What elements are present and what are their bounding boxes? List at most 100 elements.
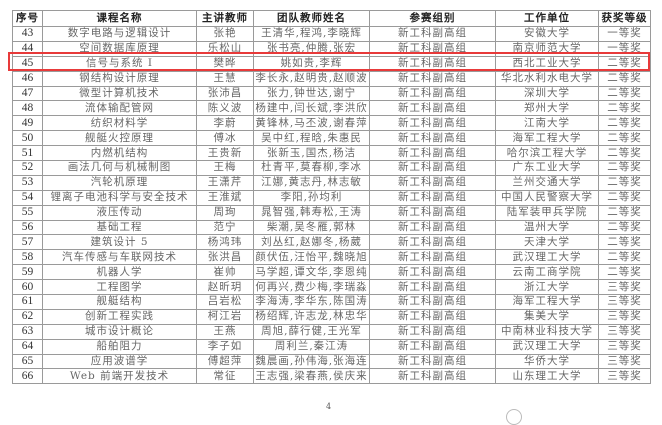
cell-group: 新工科副高组 — [369, 115, 496, 132]
cell-award: 二等奖 — [598, 160, 651, 176]
cell-lecturer: 李子如 — [196, 338, 254, 355]
cell-unit: 郑州大学 — [495, 100, 599, 117]
cell-no: 59 — [12, 264, 43, 281]
cell-team: 颜伏伍,汪怡平,魏晓旭 — [253, 249, 370, 266]
table-row: 54 锂离子电池科学与安全技术 王淮斌 李阳,孙均利 新工科副高组 中国人民警察大学 二等奖 — [12, 189, 651, 206]
cell-award: 三等奖 — [598, 294, 651, 310]
cell-lecturer: 张艳 — [196, 26, 254, 42]
cell-lecturer: 王贵新 — [196, 145, 254, 162]
cell-lecturer: 王淮斌 — [196, 189, 254, 206]
cell-team: 张新玉,国杰,杨洁 — [253, 145, 370, 162]
cell-no: 52 — [12, 160, 43, 176]
cell-team: 吴中红,程晗,朱惠民 — [253, 130, 370, 147]
cell-team: 晁智强,韩寿松,王涛 — [253, 204, 370, 221]
cell-award: 二等奖 — [598, 219, 651, 236]
cell-group: 新工科副高组 — [369, 279, 496, 296]
cell-course: 建筑设计 5 — [42, 234, 197, 251]
cell-unit: 兰州交通大学 — [495, 174, 599, 191]
cell-award: 二等奖 — [598, 204, 651, 221]
cell-course: 基础工程 — [42, 219, 197, 236]
cell-no: 47 — [12, 85, 43, 102]
table-row: 65 应用波谱学 傅超萍 魏晨画,孙伟海,张海连 新工科副高组 华侨大学 三等奖 — [12, 353, 651, 370]
cell-team: 周旭,薛行健,王光军 — [253, 323, 370, 340]
cell-award: 二等奖 — [598, 55, 651, 72]
table-row: 44 空间数据库原理 乐松山 张书亮,仲腾,张宏 新工科副高组 南京师范大学 一等奖 — [12, 40, 651, 57]
cell-team: 王志强,梁春燕,侯庆来 — [253, 368, 370, 385]
cell-lecturer: 陈义波 — [196, 100, 254, 117]
cell-award: 二等奖 — [598, 85, 651, 102]
cell-award: 三等奖 — [598, 338, 651, 355]
cell-group: 新工科副高组 — [369, 204, 496, 221]
table-row: 43 数字电路与逻辑设计 张艳 王清华,程鸿,李晓辉 新工科副高组 安徽大学 一等奖 — [12, 26, 651, 42]
cell-no: 56 — [12, 219, 43, 236]
cell-award: 二等奖 — [598, 189, 651, 206]
cell-award: 二等奖 — [598, 264, 651, 281]
cell-team: 刘丛红,赵娜冬,杨葳 — [253, 234, 370, 251]
cell-unit: 华北水利水电大学 — [495, 70, 599, 87]
cell-course: 汽车传感与车联网技术 — [42, 249, 197, 266]
cell-no: 48 — [12, 100, 43, 117]
cell-award: 二等奖 — [598, 145, 651, 162]
table-row: 60 工程图学 赵昕玥 何再兴,费少梅,李瑞淼 新工科副高组 浙江大学 三等奖 — [12, 279, 651, 296]
table-row: 64 船舶阻力 李子如 周利兰,秦江涛 新工科副高组 武汉理工大学 三等奖 — [12, 338, 651, 355]
cell-award: 二等奖 — [598, 70, 651, 87]
cell-award: 二等奖 — [598, 115, 651, 132]
cell-course: 信号与系统 I — [42, 55, 197, 72]
cell-no: 51 — [12, 145, 43, 162]
logo-icon — [506, 409, 522, 425]
cell-course: 船舶阻力 — [42, 338, 197, 355]
cell-group: 新工科副高组 — [369, 323, 496, 340]
cell-unit: 浙江大学 — [495, 279, 599, 296]
cell-group: 新工科副高组 — [369, 353, 496, 370]
cell-award: 二等奖 — [598, 100, 651, 117]
cell-award: 二等奖 — [598, 130, 651, 147]
cell-award: 三等奖 — [598, 353, 651, 370]
cell-course: 城市设计概论 — [42, 323, 197, 340]
cell-team: 李阳,孙均利 — [253, 189, 370, 206]
table-row: 63 城市设计概论 王燕 周旭,薛行健,王光军 新工科副高组 中南林业科技大学 三等奖 — [12, 323, 651, 340]
cell-team: 杨建中,闫长斌,李洪欣 — [253, 100, 370, 117]
table-row: 59 机器人学 崔帅 马学超,谭文华,李恩纯 新工科副高组 云南工商学院 二等奖 — [12, 264, 651, 281]
table-row: 47 微型计算机技术 张沛昌 张力,钟世达,谢宁 新工科副高组 深圳大学 二等奖 — [12, 85, 651, 102]
cell-unit: 南京师范大学 — [495, 40, 599, 57]
table-row: 46 钢结构设计原理 王慧 李长永,赵明贵,赵顺波 新工科副高组 华北水利水电大学 二等奖 — [12, 70, 651, 87]
table-row: 48 流体输配管网 陈义波 杨建中,闫长斌,李洪欣 新工科副高组 郑州大学 二等奖 — [12, 100, 651, 117]
cell-no: 53 — [12, 174, 43, 191]
cell-team: 马学超,谭文华,李恩纯 — [253, 264, 370, 281]
cell-lecturer: 李蔚 — [196, 115, 254, 132]
cell-lecturer: 柯江岩 — [196, 308, 254, 325]
cell-no: 64 — [12, 338, 43, 355]
cell-unit: 广东工业大学 — [495, 160, 599, 176]
cell-lecturer: 王梅 — [196, 160, 254, 176]
table-row: 53 汽轮机原理 王潇芹 江娜,黄志丹,林志敏 新工科副高组 兰州交通大学 二等奖 — [12, 174, 651, 191]
cell-course: 汽轮机原理 — [42, 174, 197, 191]
cell-team: 王清华,程鸿,李晓辉 — [253, 26, 370, 42]
cell-award: 三等奖 — [598, 323, 651, 340]
header-lecturer: 主讲教师 — [196, 10, 254, 27]
cell-no: 43 — [12, 26, 43, 42]
cell-unit: 山东理工大学 — [495, 368, 599, 385]
header-team: 团队教师姓名 — [253, 10, 370, 27]
cell-lecturer: 王潇芹 — [196, 174, 254, 191]
cell-unit: 哈尔滨工程大学 — [495, 145, 599, 162]
cell-lecturer: 乐松山 — [196, 40, 254, 57]
cell-group: 新工科副高组 — [369, 70, 496, 87]
cell-course: 锂离子电池科学与安全技术 — [42, 189, 197, 206]
cell-unit: 天津大学 — [495, 234, 599, 251]
cell-lecturer: 傅超萍 — [196, 353, 254, 370]
cell-unit: 江南大学 — [495, 115, 599, 132]
cell-unit: 安徽大学 — [495, 26, 599, 42]
table-row: 58 汽车传感与车联网技术 张洪昌 颜伏伍,汪怡平,魏晓旭 新工科副高组 武汉理工大学 二等… — [12, 249, 651, 266]
cell-team: 张书亮,仲腾,张宏 — [253, 40, 370, 57]
cell-team: 柴潮,吴冬雁,郭林 — [253, 219, 370, 236]
cell-group: 新工科副高组 — [369, 189, 496, 206]
table-row: 52 画法几何与机械制图 王梅 杜青平,莫春柳,李冰 新工科副高组 广东工业大学 二等奖 — [12, 160, 651, 176]
cell-team: 李长永,赵明贵,赵顺波 — [253, 70, 370, 87]
page-number: 4 — [326, 402, 332, 411]
cell-group: 新工科副高组 — [369, 219, 496, 236]
cell-no: 62 — [12, 308, 43, 325]
table-row: 50 舰艇火控原理 傅冰 吴中红,程晗,朱惠民 新工科副高组 海军工程大学 二等奖 — [12, 130, 651, 147]
cell-no: 61 — [12, 294, 43, 310]
header-group: 参赛组别 — [369, 10, 496, 27]
cell-group: 新工科副高组 — [369, 174, 496, 191]
